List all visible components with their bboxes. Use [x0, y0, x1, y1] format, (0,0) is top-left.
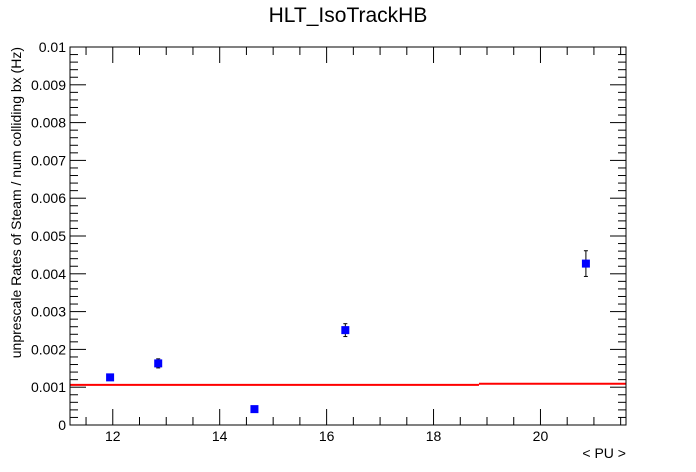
y-tick-label: 0.004 [31, 266, 66, 282]
y-tick-label: 0.005 [31, 228, 66, 244]
plot-frame [69, 46, 627, 426]
x-tick-label: 20 [533, 428, 549, 444]
data-point [581, 259, 590, 268]
data-point [154, 359, 163, 368]
y-tick-label: 0.009 [31, 77, 66, 93]
y-tick-label: 0.001 [31, 379, 66, 395]
x-tick-label: 12 [105, 428, 121, 444]
data-point [250, 405, 259, 414]
y-tick-label: 0 [58, 417, 66, 433]
y-tick-label: 0.002 [31, 341, 66, 357]
y-tick-label: 0.006 [31, 190, 66, 206]
y-tick-label: 0.01 [39, 39, 66, 55]
chart-title: HLT_IsoTrackHB [268, 4, 428, 27]
y-tick-label: 0.003 [31, 304, 66, 320]
y-axis-label: unprescale Rates of Steam / num collidin… [8, 47, 24, 358]
x-axis-label: < PU > [582, 445, 626, 461]
y-tick-label: 0.008 [31, 115, 66, 131]
x-tick-label: 16 [319, 428, 335, 444]
tick-label-layer: 0 0.001 0.002 0.003 0.004 0.005 0.006 0.007 0.00… [31, 39, 549, 444]
x-tick-label: 18 [426, 428, 442, 444]
reference-line-layer [70, 382, 626, 386]
x-tick-label: 14 [212, 428, 228, 444]
data-point [341, 326, 350, 335]
y-tick-label: 0.007 [31, 152, 66, 168]
tick-marks [70, 46, 626, 426]
data-point-layer [106, 250, 590, 414]
data-point [106, 373, 115, 382]
